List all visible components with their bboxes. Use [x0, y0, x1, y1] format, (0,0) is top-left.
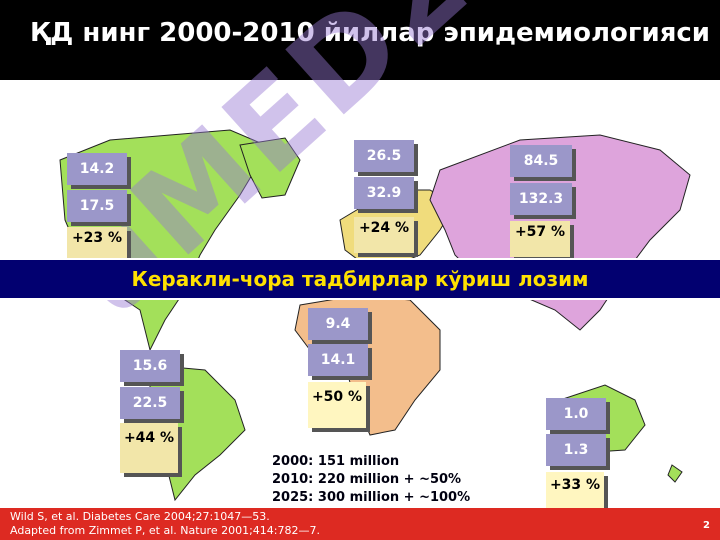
header-bar: ҚД нинг 2000-2010 йиллар эпидемиологияси	[0, 0, 720, 80]
banner-text: Керакли-чора тадбирлар кўриш лозим	[131, 267, 589, 291]
action-banner: Керакли-чора тадбирлар кўриш лозим	[0, 258, 720, 300]
europe-increase: +24 %	[354, 217, 414, 253]
north-america-2010-value: 17.5	[67, 190, 127, 222]
australia-2010-value: 1.3	[546, 434, 606, 466]
africa-2000-value: 9.4	[308, 308, 368, 340]
north-america-increase: +23 %	[67, 227, 127, 263]
total-2010: 2010: 220 million + ~50%	[272, 472, 462, 487]
slide-title: ҚД нинг 2000-2010 йиллар эпидемиологияси	[30, 18, 711, 48]
total-2025: 2025: 300 million + ~100%	[272, 490, 471, 505]
south-america-2010-value: 22.5	[120, 387, 180, 419]
south-america-2000-value: 15.6	[120, 350, 180, 382]
north-america-2000-value: 14.2	[67, 153, 127, 185]
australia-2000-value: 1.0	[546, 398, 606, 430]
greenland-shape	[239, 137, 301, 199]
asia-2010-value: 132.3	[510, 183, 572, 215]
europe-2010-value: 32.9	[354, 177, 414, 209]
asia-increase: +57 %	[510, 221, 570, 257]
south-america-increase: +44 %	[120, 423, 178, 473]
africa-increase: +50 %	[308, 382, 366, 428]
europe-2000-value: 26.5	[354, 140, 414, 172]
new-zealand-shape	[667, 464, 683, 483]
reference-1: Wild S, et al. Diabetes Care 2004;27:104…	[10, 510, 270, 523]
africa-2010-value: 14.1	[308, 344, 368, 376]
reference-2: Adapted from Zimmet P, et al. Nature 200…	[10, 524, 320, 537]
page-number: 2	[703, 520, 710, 531]
asia-2000-value: 84.5	[510, 145, 572, 177]
global-totals: 2000: 151 million 2010: 220 million + ~5…	[272, 453, 470, 507]
footer-bar: Wild S, et al. Diabetes Care 2004;27:104…	[0, 508, 720, 540]
total-2000: 2000: 151 million	[272, 454, 400, 469]
